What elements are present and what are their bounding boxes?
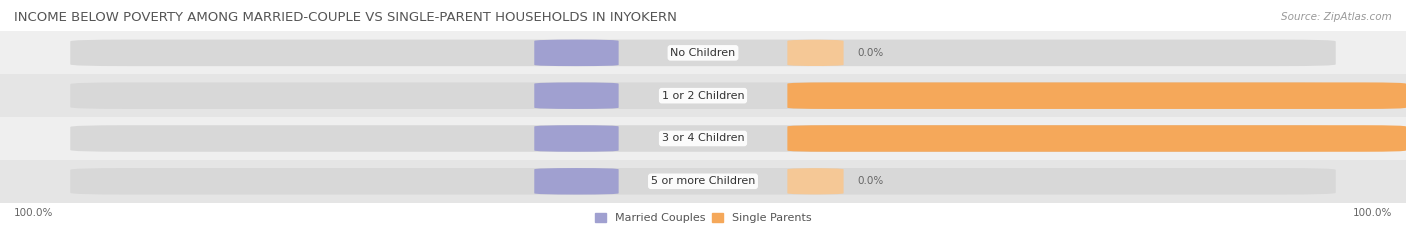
FancyBboxPatch shape: [534, 168, 619, 195]
Text: Source: ZipAtlas.com: Source: ZipAtlas.com: [1281, 12, 1392, 22]
Text: 1 or 2 Children: 1 or 2 Children: [662, 91, 744, 101]
Text: 0.0%: 0.0%: [858, 176, 884, 186]
Text: 100.0%: 100.0%: [14, 208, 53, 218]
Text: 5 or more Children: 5 or more Children: [651, 176, 755, 186]
FancyBboxPatch shape: [787, 82, 1406, 109]
FancyBboxPatch shape: [787, 40, 844, 66]
Text: 3 or 4 Children: 3 or 4 Children: [662, 134, 744, 144]
FancyBboxPatch shape: [534, 40, 619, 66]
FancyBboxPatch shape: [70, 125, 1336, 152]
FancyBboxPatch shape: [70, 82, 1336, 109]
Legend: Married Couples, Single Parents: Married Couples, Single Parents: [591, 208, 815, 227]
Text: 0.0%: 0.0%: [858, 48, 884, 58]
FancyBboxPatch shape: [787, 168, 844, 195]
FancyBboxPatch shape: [70, 40, 1336, 66]
FancyBboxPatch shape: [787, 125, 1406, 152]
Text: INCOME BELOW POVERTY AMONG MARRIED-COUPLE VS SINGLE-PARENT HOUSEHOLDS IN INYOKER: INCOME BELOW POVERTY AMONG MARRIED-COUPL…: [14, 11, 676, 24]
Text: 100.0%: 100.0%: [1353, 208, 1392, 218]
FancyBboxPatch shape: [70, 168, 1336, 195]
Text: No Children: No Children: [671, 48, 735, 58]
FancyBboxPatch shape: [534, 125, 619, 152]
FancyBboxPatch shape: [534, 82, 619, 109]
